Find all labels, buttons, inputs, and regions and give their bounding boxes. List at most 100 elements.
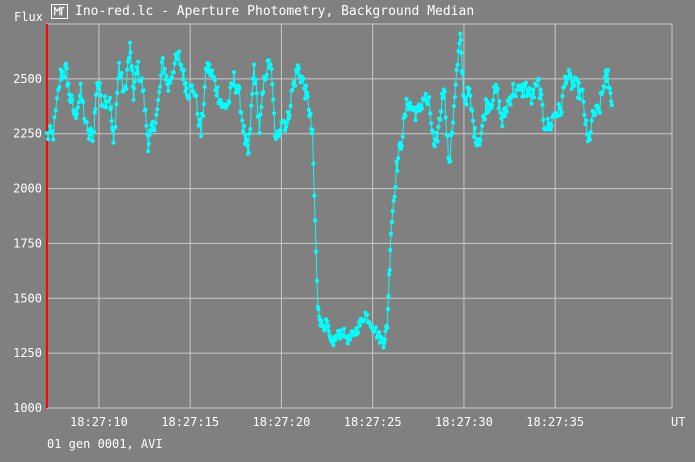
data-point <box>472 126 477 131</box>
data-point <box>534 83 539 88</box>
data-point <box>511 81 516 86</box>
data-point <box>504 109 509 114</box>
data-point <box>333 338 338 343</box>
data-point <box>181 68 186 73</box>
data-point <box>160 56 165 61</box>
data-point <box>158 73 164 78</box>
data-point <box>104 105 109 110</box>
data-point <box>191 90 196 95</box>
data-point <box>69 93 74 98</box>
data-point <box>301 76 306 81</box>
data-point <box>249 103 254 108</box>
data-point <box>386 294 391 299</box>
data-point <box>131 97 136 102</box>
data-point <box>207 62 212 67</box>
data-point <box>347 337 352 342</box>
y-tick-label: 1500 <box>13 291 42 305</box>
data-point <box>252 62 257 67</box>
data-point <box>119 71 124 76</box>
data-point <box>383 329 388 334</box>
data-point <box>490 103 495 108</box>
data-point <box>443 115 448 120</box>
data-point <box>96 87 101 92</box>
data-point <box>51 137 56 142</box>
data-point <box>536 76 541 82</box>
data-point <box>450 120 456 125</box>
y-axis-label: Flux <box>14 10 43 24</box>
data-point <box>391 198 396 203</box>
data-point <box>194 93 199 98</box>
y-tick-label: 2000 <box>13 182 42 196</box>
x-tick-label: 18:27:35 <box>526 415 584 429</box>
data-point <box>126 59 131 64</box>
data-point <box>270 82 275 87</box>
data-point <box>78 81 83 86</box>
data-point <box>393 185 398 190</box>
data-point <box>115 90 120 95</box>
data-point <box>273 136 279 141</box>
data-point <box>314 249 319 254</box>
data-point <box>52 115 57 120</box>
data-point <box>603 74 608 79</box>
data-point <box>294 70 299 75</box>
data-point <box>132 79 137 84</box>
data-point <box>596 105 601 111</box>
data-point <box>481 113 487 118</box>
data-point <box>354 325 359 331</box>
x-tick-label: 18:27:10 <box>70 415 128 429</box>
y-tick-label: 1250 <box>13 346 42 360</box>
data-point <box>500 124 505 129</box>
data-point <box>155 107 160 112</box>
data-point <box>171 70 176 75</box>
data-point <box>109 118 114 123</box>
data-point <box>564 81 569 86</box>
data-point <box>76 100 81 105</box>
data-point <box>452 95 457 100</box>
data-point <box>124 86 129 91</box>
data-point <box>277 131 282 136</box>
data-point <box>48 124 53 129</box>
data-point <box>261 90 266 95</box>
data-point <box>129 63 134 69</box>
data-point <box>597 110 603 115</box>
data-point <box>253 77 258 82</box>
data-point <box>584 118 589 123</box>
data-point <box>107 95 112 100</box>
data-point <box>139 76 144 81</box>
data-point <box>189 83 195 88</box>
data-point <box>90 138 95 143</box>
data-point <box>559 110 564 115</box>
data-point <box>570 78 575 84</box>
data-point <box>400 134 405 139</box>
data-point <box>62 74 67 79</box>
data-point <box>244 137 249 142</box>
data-point <box>540 102 545 107</box>
data-point <box>486 109 491 114</box>
data-point <box>200 113 206 118</box>
data-point <box>399 143 404 148</box>
data-point <box>109 105 114 110</box>
data-point <box>163 77 168 82</box>
data-point <box>53 108 58 113</box>
data-point <box>478 138 483 143</box>
data-point <box>408 100 413 105</box>
data-point <box>428 111 433 116</box>
data-point <box>527 86 532 91</box>
data-point <box>562 84 567 89</box>
data-point <box>439 109 444 114</box>
data-point <box>77 93 82 99</box>
data-point <box>212 77 217 83</box>
data-point <box>413 117 418 123</box>
data-point <box>445 133 450 138</box>
data-point <box>372 329 377 334</box>
data-point <box>125 67 130 72</box>
data-point <box>451 104 456 109</box>
data-point <box>491 98 496 103</box>
data-point <box>448 158 453 164</box>
data-point <box>455 62 460 68</box>
data-point <box>362 317 367 323</box>
data-point <box>607 86 613 91</box>
data-point <box>292 79 297 84</box>
x-tick-label: 18:27:30 <box>435 415 493 429</box>
